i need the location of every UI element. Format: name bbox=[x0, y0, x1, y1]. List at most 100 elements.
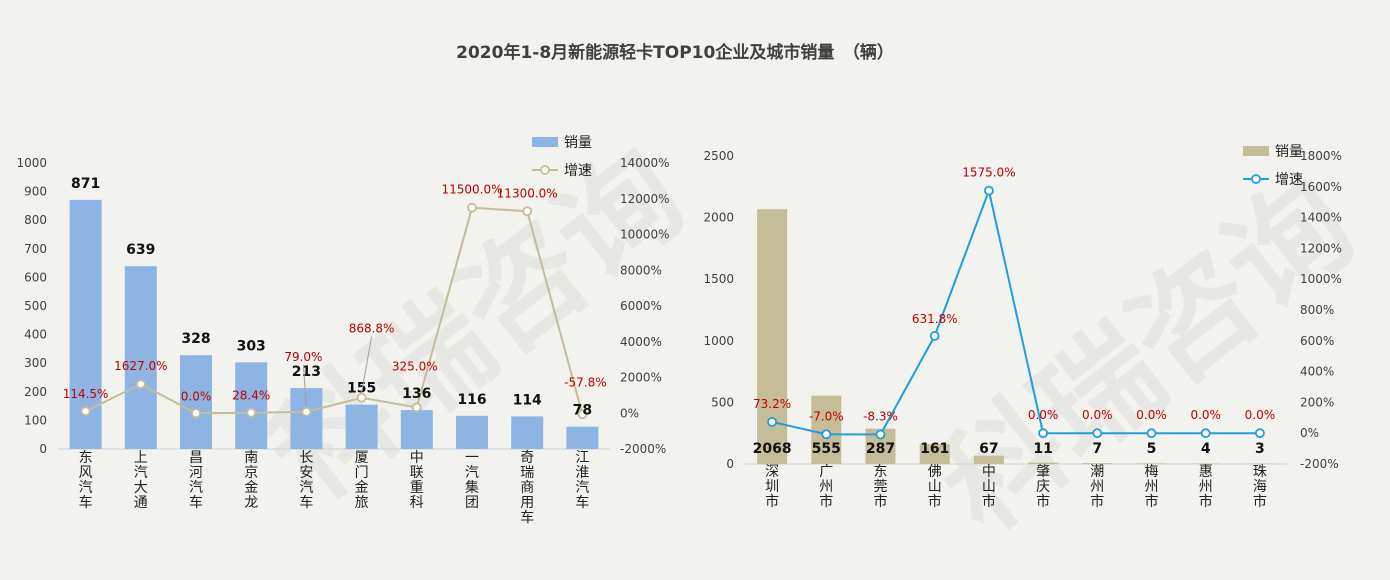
bar bbox=[180, 355, 212, 449]
growth-line bbox=[85, 206, 584, 415]
left-axis-tick-label: 400 bbox=[24, 328, 47, 342]
growth-point bbox=[135, 379, 146, 390]
growth-point bbox=[1092, 428, 1103, 439]
growth-value-label: 0.0% bbox=[181, 389, 212, 403]
growth-value-label: 0.0% bbox=[1136, 408, 1167, 422]
bar-value-label: 5 bbox=[1147, 441, 1157, 457]
legend-label: 增速 bbox=[1275, 172, 1303, 188]
bar-value-label: 161 bbox=[920, 441, 949, 457]
growth-point bbox=[577, 409, 588, 420]
right-axis-tick-label: 200% bbox=[1300, 395, 1334, 409]
bar-value-label: 136 bbox=[402, 386, 431, 402]
growth-value-label: 631.8% bbox=[912, 312, 958, 326]
right-axis-tick-label: 2000% bbox=[620, 371, 662, 385]
left-axis-tick-label: 2500 bbox=[703, 149, 734, 163]
bar bbox=[919, 444, 950, 464]
right-axis-tick-label: 0% bbox=[620, 406, 639, 420]
right-axis-tick-label: 1400% bbox=[1300, 211, 1342, 225]
leader-line bbox=[302, 364, 307, 407]
left-axis-tick-label: 200 bbox=[24, 385, 47, 399]
bar bbox=[235, 362, 268, 449]
legend-swatch-marker bbox=[1251, 174, 1261, 184]
right-axis-tick-label: 12000% bbox=[620, 192, 670, 206]
bar-value-label: 328 bbox=[181, 331, 210, 347]
growth-value-label: 0.0% bbox=[1082, 408, 1113, 422]
category-label: 潮州市 bbox=[1090, 464, 1104, 510]
growth-point bbox=[1255, 428, 1265, 439]
left-axis-tick-label: 100 bbox=[24, 413, 47, 427]
left-axis-tick-label: 0 bbox=[39, 442, 47, 456]
right-axis-tick-label: 1800% bbox=[1300, 149, 1342, 163]
category-label: 南京金龙 bbox=[244, 450, 258, 511]
bar-value-label: 213 bbox=[292, 364, 321, 380]
growth-point bbox=[301, 406, 312, 417]
growth-point bbox=[246, 407, 257, 418]
category-label: 江淮汽车 bbox=[575, 450, 589, 511]
right-axis-tick-label: 600% bbox=[1300, 334, 1334, 348]
right-axis-tick-label: 1200% bbox=[1300, 241, 1342, 255]
bar-value-label: 871 bbox=[71, 176, 100, 192]
bar-value-label: 67 bbox=[979, 441, 998, 457]
category-label: 珠海市 bbox=[1253, 464, 1267, 510]
left-axis-tick-label: 900 bbox=[24, 185, 47, 199]
bar bbox=[973, 455, 1004, 464]
bar bbox=[1028, 462, 1059, 464]
right-axis-tick-label: 800% bbox=[1300, 303, 1334, 317]
legend-label: 销量 bbox=[1275, 144, 1303, 160]
right-axis-tick-label: 10000% bbox=[620, 228, 670, 242]
growth-value-label: 325.0% bbox=[392, 359, 438, 373]
right-axis-tick-label: 1000% bbox=[1300, 272, 1342, 286]
category-label: 梅州市 bbox=[1145, 464, 1159, 510]
growth-value-label: 868.8% bbox=[349, 322, 395, 336]
left-axis-tick-label: 0 bbox=[726, 457, 734, 471]
left-axis-tick-label: 700 bbox=[24, 242, 47, 256]
growth-point bbox=[467, 202, 477, 213]
category-label: 厦门金旅 bbox=[355, 450, 369, 511]
bar-value-label: 78 bbox=[573, 403, 592, 419]
left-axis-tick-label: 1500 bbox=[703, 272, 734, 286]
growth-value-label: 79.0% bbox=[284, 350, 322, 364]
bar-value-label: 11 bbox=[1033, 441, 1052, 457]
bar bbox=[400, 410, 433, 449]
category-label: 惠州市 bbox=[1199, 464, 1213, 510]
right-axis-tick-label: 400% bbox=[1300, 365, 1334, 379]
category-label: 上汽大通 bbox=[134, 450, 148, 511]
left-axis-tick-label: 600 bbox=[24, 270, 47, 284]
growth-value-label: 114.5% bbox=[63, 387, 109, 401]
bar-value-label: 555 bbox=[812, 441, 841, 457]
category-label: 一汽集团 bbox=[465, 450, 479, 511]
bar-value-label: 116 bbox=[457, 392, 486, 408]
left-axis-tick-label: 500 bbox=[24, 299, 47, 313]
left-axis-tick-label: 1000 bbox=[16, 156, 47, 170]
category-label: 肇庆市 bbox=[1036, 464, 1050, 510]
growth-value-label: 0.0% bbox=[1190, 408, 1221, 422]
left-axis-tick-label: 300 bbox=[24, 356, 47, 370]
growth-point bbox=[1038, 428, 1048, 439]
bar-value-label: 2068 bbox=[753, 441, 792, 457]
right-axis-tick-label: -2000% bbox=[620, 442, 666, 456]
right-axis-tick-label: 0% bbox=[1300, 426, 1319, 440]
bar-value-label: 639 bbox=[126, 242, 155, 258]
growth-point bbox=[80, 406, 91, 417]
bar bbox=[566, 426, 599, 449]
growth-line bbox=[771, 187, 1260, 436]
bar bbox=[124, 266, 157, 449]
bar bbox=[290, 388, 323, 449]
bar bbox=[1082, 463, 1113, 464]
category-label: 广州市 bbox=[819, 464, 833, 510]
growth-point bbox=[411, 402, 422, 413]
growth-point bbox=[191, 408, 201, 419]
growth-point bbox=[821, 429, 832, 440]
growth-value-label: -8.3% bbox=[863, 409, 898, 423]
legend-swatch-marker bbox=[540, 165, 550, 175]
growth-point bbox=[522, 206, 533, 217]
growth-point bbox=[1146, 428, 1157, 439]
category-label: 佛山市 bbox=[928, 464, 942, 510]
right-axis-tick-label: 8000% bbox=[620, 263, 662, 277]
right-axis-tick-label: 4000% bbox=[620, 335, 662, 349]
growth-value-label: 1627.0% bbox=[114, 359, 167, 373]
category-label: 深圳市 bbox=[765, 464, 779, 510]
growth-point bbox=[984, 185, 994, 196]
